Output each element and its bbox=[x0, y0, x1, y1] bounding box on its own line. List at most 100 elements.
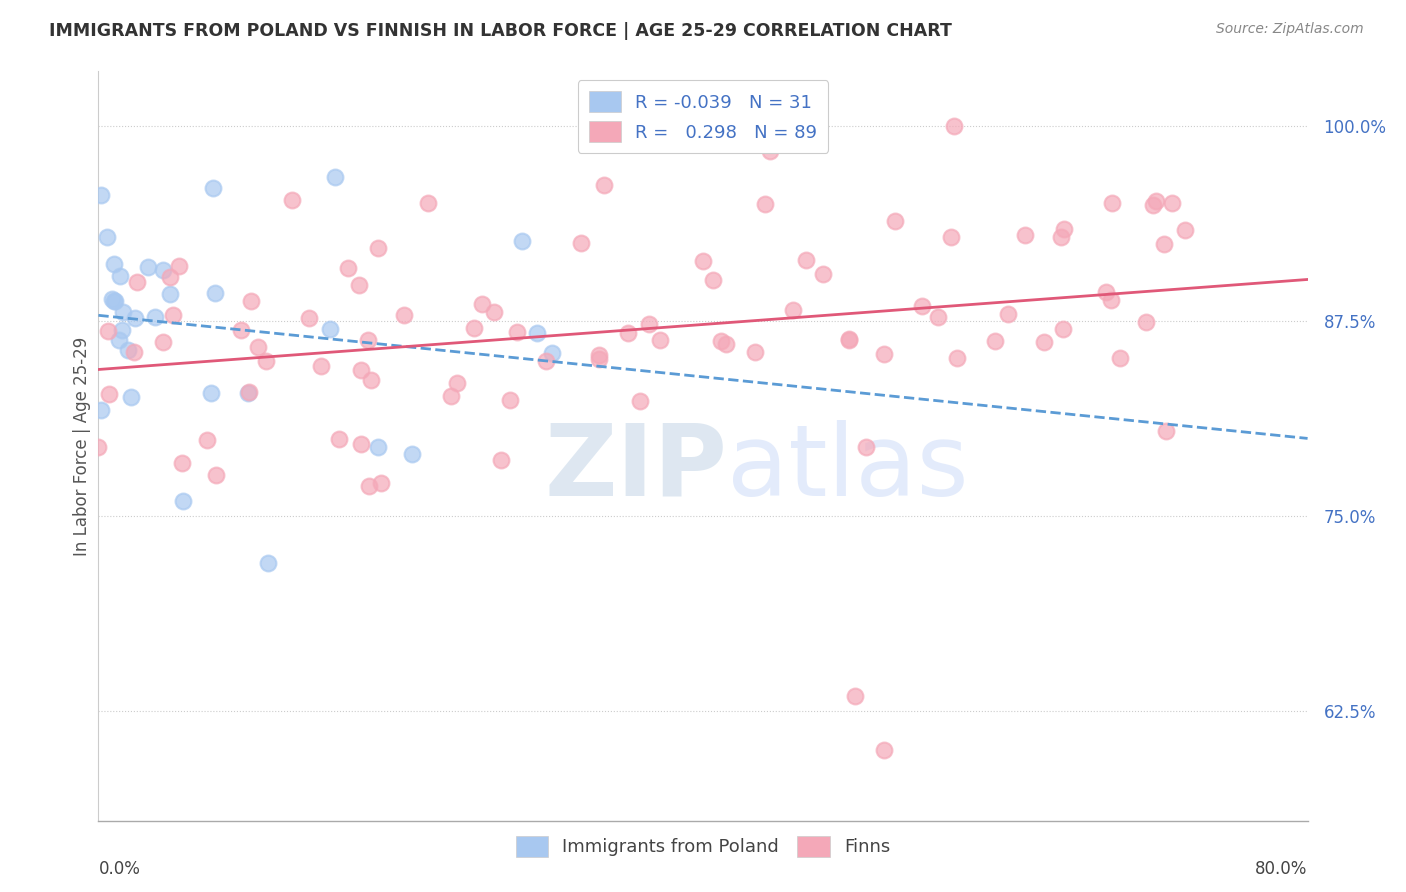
Point bbox=[588, 351, 610, 366]
Point bbox=[359, 479, 381, 493]
Point bbox=[873, 347, 896, 361]
Point bbox=[1160, 195, 1182, 210]
Text: IMMIGRANTS FROM POLAND VS FINNISH IN LABOR FORCE | AGE 25-29 CORRELATION CHART: IMMIGRANTS FROM POLAND VS FINNISH IN LAB… bbox=[49, 22, 952, 40]
Point bbox=[617, 326, 640, 340]
Point bbox=[1095, 285, 1118, 299]
Point bbox=[159, 270, 181, 285]
Point bbox=[367, 441, 389, 455]
Point bbox=[782, 303, 804, 318]
Point bbox=[702, 273, 724, 287]
Point bbox=[195, 433, 218, 447]
Point bbox=[1109, 351, 1132, 365]
Point bbox=[350, 363, 373, 377]
Point bbox=[650, 334, 672, 348]
Point bbox=[97, 386, 120, 401]
Point bbox=[526, 326, 548, 340]
Point bbox=[1135, 315, 1157, 329]
Point bbox=[111, 305, 134, 319]
Point bbox=[534, 354, 557, 368]
Point bbox=[1101, 196, 1123, 211]
Legend: Immigrants from Poland, Finns: Immigrants from Poland, Finns bbox=[509, 829, 897, 864]
Point bbox=[1099, 293, 1122, 308]
Point bbox=[159, 287, 181, 301]
Point bbox=[97, 324, 120, 338]
Point bbox=[136, 260, 159, 274]
Point bbox=[873, 743, 896, 757]
Point bbox=[463, 321, 485, 335]
Point bbox=[349, 437, 371, 451]
Point bbox=[111, 323, 134, 337]
Point bbox=[328, 432, 350, 446]
Point bbox=[1033, 334, 1056, 349]
Point bbox=[754, 197, 776, 211]
Point bbox=[90, 403, 112, 417]
Point bbox=[108, 333, 131, 347]
Point bbox=[759, 145, 782, 159]
Point bbox=[238, 384, 260, 399]
Text: 80.0%: 80.0% bbox=[1256, 860, 1308, 878]
Point bbox=[911, 299, 934, 313]
Point bbox=[710, 334, 733, 348]
Point bbox=[281, 193, 304, 207]
Point bbox=[401, 447, 423, 461]
Point bbox=[87, 440, 110, 454]
Text: atlas: atlas bbox=[727, 420, 969, 517]
Point bbox=[370, 475, 392, 490]
Point bbox=[811, 267, 834, 281]
Y-axis label: In Labor Force | Age 25-29: In Labor Force | Age 25-29 bbox=[73, 336, 91, 556]
Point bbox=[855, 440, 877, 454]
Point bbox=[205, 468, 228, 483]
Point bbox=[997, 306, 1019, 320]
Point bbox=[254, 353, 277, 368]
Point bbox=[628, 394, 651, 409]
Point bbox=[592, 178, 614, 192]
Point bbox=[440, 389, 463, 403]
Point bbox=[1052, 221, 1074, 235]
Point bbox=[117, 343, 139, 358]
Point bbox=[172, 493, 194, 508]
Point bbox=[100, 292, 122, 306]
Point bbox=[1153, 237, 1175, 252]
Point bbox=[482, 304, 505, 318]
Text: ZIP: ZIP bbox=[544, 420, 727, 517]
Point bbox=[939, 229, 962, 244]
Point bbox=[838, 332, 860, 346]
Point bbox=[357, 333, 380, 347]
Point bbox=[945, 351, 967, 366]
Point bbox=[236, 386, 259, 401]
Point bbox=[360, 372, 382, 386]
Point bbox=[152, 263, 174, 277]
Point bbox=[1154, 424, 1177, 438]
Point bbox=[506, 325, 529, 339]
Point bbox=[120, 390, 142, 404]
Point bbox=[162, 308, 184, 322]
Point bbox=[96, 230, 118, 244]
Point bbox=[325, 170, 347, 185]
Point bbox=[984, 334, 1007, 349]
Point bbox=[692, 254, 714, 268]
Point bbox=[204, 285, 226, 300]
Point bbox=[167, 259, 190, 273]
Point bbox=[247, 340, 270, 354]
Point bbox=[1050, 229, 1073, 244]
Point bbox=[202, 181, 225, 195]
Point bbox=[510, 234, 533, 248]
Point bbox=[110, 268, 132, 283]
Point bbox=[309, 359, 332, 373]
Point bbox=[239, 294, 262, 309]
Point bbox=[103, 294, 125, 309]
Point bbox=[298, 311, 321, 326]
Point bbox=[569, 236, 592, 251]
Point bbox=[229, 323, 252, 337]
Point bbox=[125, 275, 148, 289]
Point bbox=[714, 337, 737, 351]
Point bbox=[122, 344, 145, 359]
Point bbox=[337, 260, 360, 275]
Point bbox=[124, 310, 146, 325]
Point bbox=[489, 453, 512, 467]
Point bbox=[1014, 227, 1036, 242]
Point bbox=[844, 689, 866, 703]
Point bbox=[499, 393, 522, 408]
Point bbox=[446, 376, 468, 390]
Point bbox=[1142, 197, 1164, 211]
